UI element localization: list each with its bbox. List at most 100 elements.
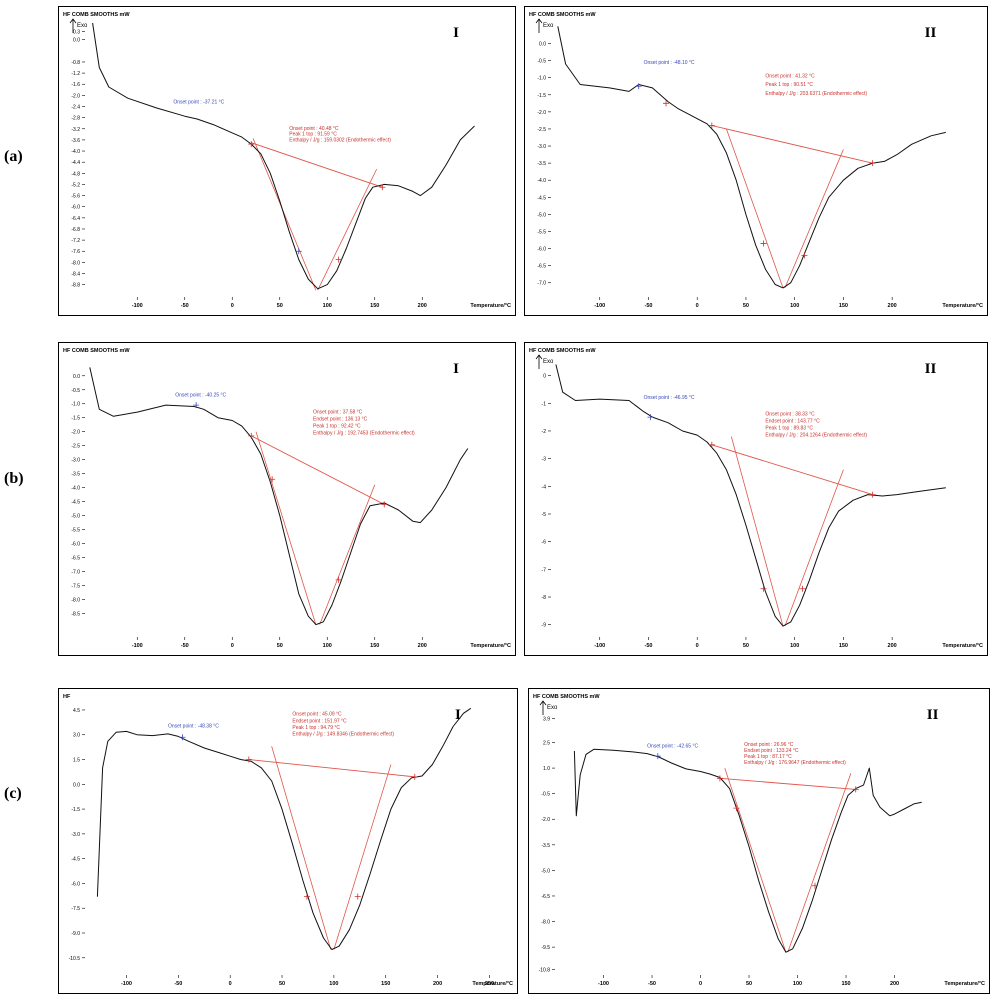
y-tick-label: 1.5 — [73, 758, 80, 764]
y-tick-label: -3.0 — [537, 144, 546, 150]
y-tick-label: -1.0 — [71, 402, 80, 408]
y-tick-label: -8.0 — [541, 920, 550, 926]
y-tick-label: -2.0 — [537, 110, 546, 116]
panel-a-I: HF COMB SMOOTHS mW Exo I 0.3 0.0 -0.8 -1.2 -1.6… — [58, 6, 516, 316]
x-tick-label: 0 — [231, 303, 234, 309]
dsc-chart-a-II: HF COMB SMOOTHS mW Exo II 0.0 -0.5 -1.0 -1.5 -2… — [529, 12, 983, 309]
row-label-b: (b) — [4, 470, 24, 487]
curve-marker — [303, 893, 310, 900]
dsc-curve — [92, 22, 475, 290]
y-tick-label: -6.5 — [541, 894, 550, 900]
peak-annotation: Onset point : 38.33 °C — [765, 412, 815, 418]
y-tick-label: -7.5 — [71, 583, 80, 589]
y-tick-label: -8.0 — [71, 260, 80, 266]
curve-marker — [635, 83, 642, 90]
peak-annotation: Endset point : 151.97 °C — [292, 718, 347, 724]
y-tick-label: -5 — [542, 512, 547, 518]
exo-label: Exo — [77, 23, 88, 29]
onset-annotation: Onset point : -48.10 °C — [644, 60, 695, 66]
x-tick-label: 100 — [793, 981, 802, 987]
x-tick-label: 150 — [839, 643, 848, 649]
y-tick-label: -5.0 — [541, 868, 550, 874]
curve-marker — [269, 476, 276, 483]
curve-marker — [245, 756, 252, 763]
y-tick-label: -4.4 — [71, 160, 80, 166]
y-tick-label: -8.4 — [71, 272, 80, 278]
x-axis-label: Temperature/°C — [470, 303, 511, 309]
y-tick-label: -4.5 — [71, 500, 80, 506]
x-tick-label: 200 — [890, 981, 899, 987]
x-tick-label: 50 — [277, 303, 283, 309]
peak-annotation: Onset point : 26.96 °C — [744, 742, 794, 748]
y-tick-label: -0.8 — [71, 60, 80, 66]
dsc-chart-a-I: HF COMB SMOOTHS mW Exo I 0.3 0.0 -0.8 -1.2 -1.6… — [63, 12, 511, 309]
dsc-curve — [89, 367, 469, 626]
y-tick-label: -10.5 — [69, 956, 81, 962]
y-tick-label: -6 — [542, 540, 547, 546]
curve-marker — [248, 432, 255, 439]
peak-annotation: Onset point : 37.58 °C — [313, 410, 363, 416]
x-tick-label: -100 — [121, 981, 132, 987]
x-tick-label: 100 — [323, 643, 332, 649]
panel-label: I — [453, 361, 459, 377]
peak-annotation: Enthalpy / J/g : 176.9647 (Endothermic e… — [744, 760, 846, 766]
y-tick-label: -1.5 — [537, 93, 546, 99]
y-tick-label: -5.0 — [71, 514, 80, 520]
y-tick-label: -5.0 — [537, 212, 546, 218]
y-tick-label: -7.0 — [71, 569, 80, 575]
curve-marker — [295, 248, 302, 255]
exo-arrow — [539, 700, 547, 715]
y-tick-label: -2 — [542, 429, 547, 435]
y-tick-label: 1.0 — [543, 766, 550, 772]
x-tick-label: -50 — [181, 643, 189, 649]
x-tick-label: -100 — [598, 981, 609, 987]
y-tick-label: -2.8 — [71, 116, 80, 122]
baseline-line — [251, 142, 383, 188]
y-tick-label: -8.0 — [71, 597, 80, 603]
panel-label: II — [925, 25, 937, 41]
exo-arrow — [535, 18, 543, 33]
curve-marker — [193, 402, 200, 409]
peak-annotation: Peak 1 top : 90.51 °C — [765, 82, 813, 88]
x-tick-label: -100 — [594, 303, 605, 309]
dsc-curve — [96, 707, 472, 950]
curve-marker — [335, 256, 342, 263]
y-tick-label: 0.0 — [73, 38, 80, 44]
x-tick-label: 150 — [841, 981, 850, 987]
y-tick-label: -1.6 — [71, 82, 80, 88]
y-tick-label: 3.9 — [543, 717, 550, 723]
dsc-curve — [573, 748, 922, 953]
panel-b-I: HF COMB SMOOTHS mW I 0.0 -0.5 -1.0 -1.5 -2.0 -2… — [58, 342, 516, 656]
tangent-line — [784, 149, 844, 289]
y-tick-label: -1.0 — [537, 76, 546, 82]
curve-marker — [760, 585, 767, 592]
curve-marker — [381, 501, 388, 508]
y-tick-label: -1.5 — [71, 416, 80, 422]
tangent-line — [252, 138, 317, 291]
chart-header: HF COMB SMOOTHS mW — [529, 348, 596, 354]
y-tick-label: -9.0 — [71, 931, 80, 937]
curve-marker — [716, 775, 723, 782]
y-tick-label: -7.2 — [71, 238, 80, 244]
dsc-chart-b-I: HF COMB SMOOTHS mW I 0.0 -0.5 -1.0 -1.5 -2.0 -2… — [63, 348, 511, 649]
y-tick-label: -3 — [542, 457, 547, 463]
y-tick-label: -3.0 — [71, 458, 80, 464]
x-tick-label: 150 — [839, 303, 848, 309]
peak-annotation: Onset point : 40.48 °C — [289, 126, 339, 132]
x-tick-label: -100 — [132, 303, 143, 309]
y-tick-label: -3.5 — [71, 472, 80, 478]
dsc-chart-c-I: HF I 4.5 3.0 1.5 0.0 -1.5 -3.0 -4.5 -6.0 -7.5 -9.0 -… — [63, 694, 513, 987]
x-tick-label: 0 — [696, 643, 699, 649]
y-tick-label: -4.8 — [71, 171, 80, 177]
baseline-line — [711, 444, 873, 496]
panel-a-II: HF COMB SMOOTHS mW Exo II 0.0 -0.5 -1.0 -1.5 -2… — [524, 6, 988, 316]
x-tick-label: -100 — [594, 643, 605, 649]
peak-annotation: Onset point : 41.32 °C — [765, 74, 815, 80]
x-tick-label: 0 — [699, 981, 702, 987]
peak-annotation: Peak 1 top : 91.59 °C — [289, 132, 337, 138]
y-tick-label: -10.8 — [539, 967, 551, 973]
y-tick-label: 3.0 — [73, 733, 80, 739]
x-tick-label: 0 — [231, 643, 234, 649]
curve-marker — [708, 441, 715, 448]
curve-marker — [647, 414, 654, 421]
